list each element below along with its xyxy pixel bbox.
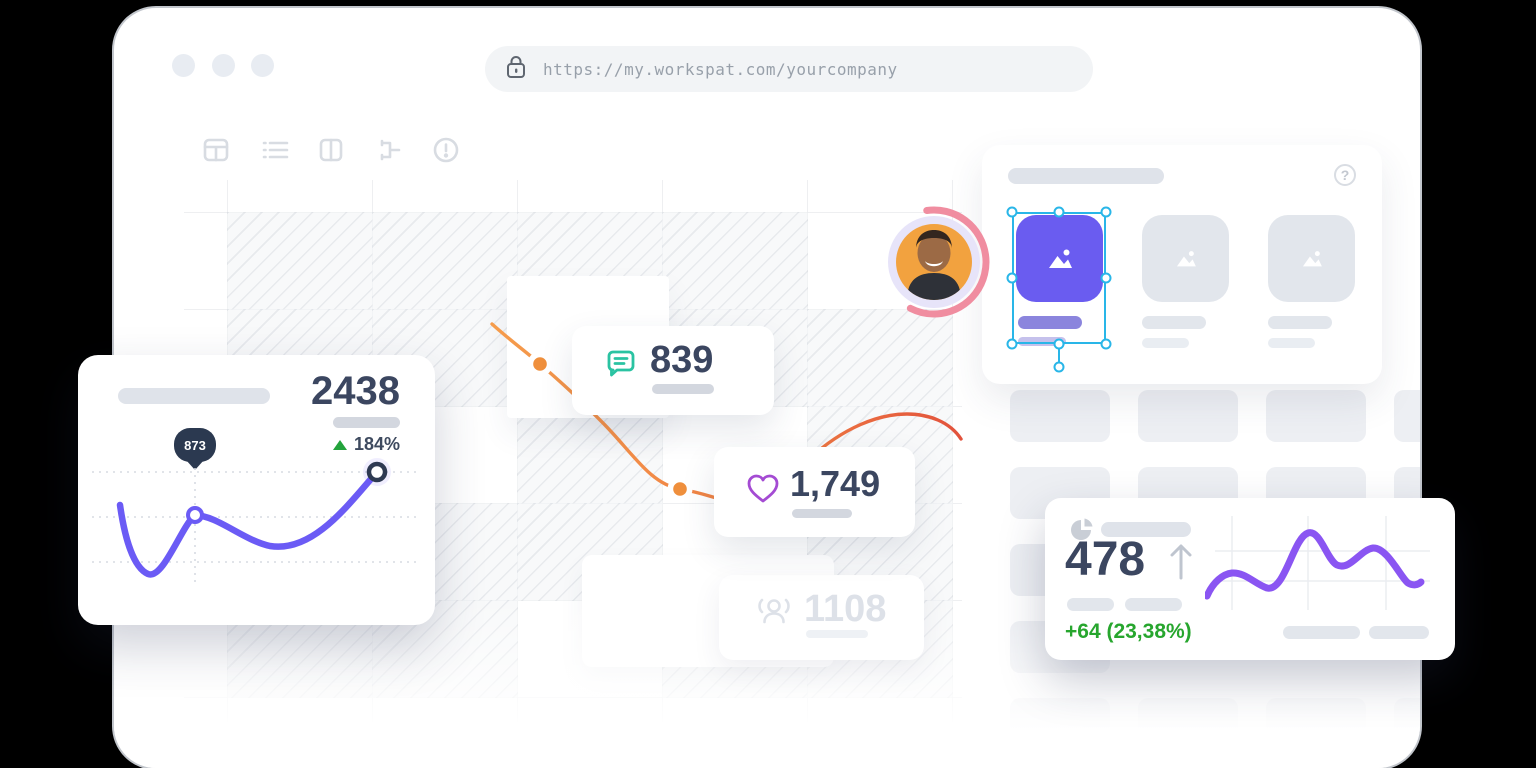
comments-value: 839	[650, 339, 714, 381]
progress-ring	[878, 206, 990, 318]
hatch-cell	[807, 309, 953, 407]
placeholder-bar	[1142, 338, 1189, 348]
placeholder-bar	[792, 509, 852, 518]
selection-handle[interactable]	[1053, 206, 1065, 218]
hatch-cell	[227, 212, 373, 310]
arrow-up-icon	[1167, 542, 1195, 587]
image-icon	[1302, 250, 1322, 266]
likes-card: 1,749	[714, 447, 915, 537]
growth-delta: +64 (23,38%)	[1065, 620, 1192, 643]
selection-handle[interactable]	[1006, 206, 1018, 218]
tile	[1010, 390, 1110, 442]
list-icon[interactable]	[259, 134, 291, 166]
placeholder-bar	[1142, 316, 1206, 329]
placeholder-bar	[1369, 626, 1429, 639]
gallery-thumb[interactable]	[1142, 215, 1229, 302]
heart-icon	[745, 472, 781, 511]
split-columns-icon[interactable]	[315, 134, 347, 166]
selection-handle[interactable]	[1100, 206, 1112, 218]
selection-handle[interactable]	[1006, 338, 1018, 350]
placeholder-bar	[1268, 316, 1332, 329]
hatch-cell	[517, 406, 663, 504]
window-control-dot[interactable]	[212, 54, 235, 77]
placeholder-bar	[652, 384, 714, 394]
sessions-value: 2438	[311, 369, 400, 413]
growth-card: 478 +64 (23,38%)	[1045, 498, 1455, 660]
curve-point	[667, 476, 693, 502]
chart-endpoint	[366, 461, 388, 483]
tile	[1266, 390, 1366, 442]
placeholder-bar	[118, 388, 270, 404]
placeholder-bar	[1067, 598, 1114, 611]
placeholder-bar	[1008, 168, 1164, 184]
likes-value: 1,749	[790, 463, 881, 504]
selection-handle[interactable]	[1100, 272, 1112, 284]
selection-rotate-handle[interactable]	[1053, 361, 1065, 373]
gallery-thumb[interactable]	[1268, 215, 1355, 302]
help-icon[interactable]: ?	[1334, 164, 1356, 186]
url-text[interactable]: https://my.workspat.com/yourcompany	[543, 59, 898, 79]
merge-flow-icon[interactable]	[374, 134, 406, 166]
placeholder-bar	[806, 630, 868, 638]
alert-circle-icon[interactable]	[430, 134, 462, 166]
tile	[1138, 390, 1238, 442]
curve-point	[527, 351, 553, 377]
triangle-up-icon	[332, 439, 347, 450]
address-bar[interactable]: https://my.workspat.com/yourcompany	[485, 46, 1093, 92]
selection-handle[interactable]	[1053, 338, 1065, 350]
gallery-thumb-selected[interactable]	[1016, 215, 1103, 302]
pie-chart-icon	[1069, 518, 1093, 547]
placeholder-bar	[1101, 522, 1191, 537]
window-control-dot[interactable]	[251, 54, 274, 77]
question-glyph: ?	[1340, 167, 1350, 183]
lock-icon	[505, 54, 527, 85]
placeholder-bar	[1125, 598, 1182, 611]
chat-bubble-icon	[604, 347, 638, 386]
placeholder-bar	[1018, 316, 1082, 329]
growth-value: 478	[1065, 533, 1146, 586]
user-avatar[interactable]	[877, 205, 991, 319]
image-icon	[1176, 250, 1196, 266]
window-control-dot[interactable]	[172, 54, 195, 77]
placeholder-bar	[333, 417, 400, 428]
sessions-delta: 184%	[353, 434, 400, 454]
selection-rotate-stem	[1058, 344, 1060, 362]
chart-tooltip: 873	[174, 428, 216, 462]
tile	[1394, 390, 1420, 442]
chart-point	[186, 506, 204, 524]
selection-handle[interactable]	[1100, 338, 1112, 350]
sessions-card: 2438 184% 873	[78, 355, 435, 625]
selection-handle[interactable]	[1006, 272, 1018, 284]
users-icon	[752, 592, 796, 641]
layout-grid-icon[interactable]	[200, 134, 232, 166]
placeholder-bar	[1268, 338, 1315, 348]
comments-card: 839	[572, 326, 774, 415]
audience-value: 1108	[804, 588, 887, 630]
audience-card: 1108	[719, 575, 924, 660]
placeholder-bar	[1018, 337, 1066, 346]
hatch-cell	[372, 212, 518, 310]
hatch-cell	[662, 212, 808, 310]
tooltip-value: 873	[184, 437, 206, 453]
gallery-card: ?	[982, 145, 1382, 384]
placeholder-bar	[1283, 626, 1360, 639]
image-icon	[1048, 249, 1072, 268]
avatar-photo	[896, 224, 972, 300]
sessions-line-chart	[92, 458, 421, 582]
growth-line-chart	[1205, 516, 1430, 610]
selection-box[interactable]	[1012, 212, 1106, 344]
